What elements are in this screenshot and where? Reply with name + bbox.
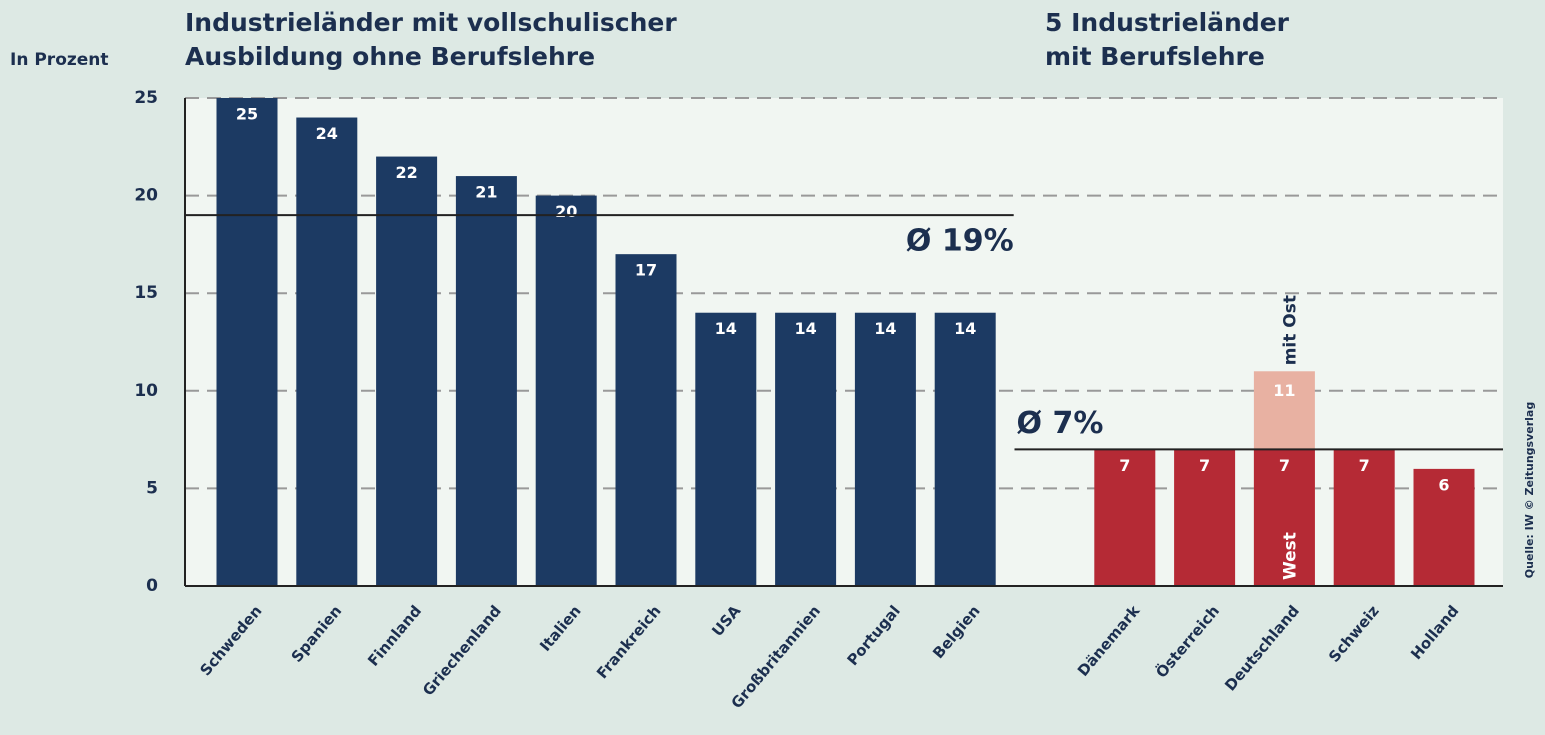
bar bbox=[854, 312, 916, 586]
bar bbox=[455, 176, 517, 586]
title-left-2: Ausbildung ohne Berufslehre bbox=[185, 42, 595, 71]
value-label: 7 bbox=[1359, 456, 1370, 475]
x-tick-label: Portugal bbox=[843, 602, 903, 669]
x-tick-label: Schweden bbox=[196, 602, 265, 679]
source: Quelle: IW © Zeitungsverlag bbox=[1523, 402, 1536, 578]
y-tick-label: 20 bbox=[134, 186, 158, 206]
annotation: West bbox=[1280, 532, 1300, 580]
overlay-value-label: 11 bbox=[1273, 381, 1295, 400]
x-tick-label: Italien bbox=[536, 602, 585, 655]
value-label: 7 bbox=[1199, 456, 1210, 475]
x-tick-label: Holland bbox=[1407, 602, 1462, 663]
value-label: 7 bbox=[1279, 456, 1290, 475]
title-left-1: Industrieländer mit vollschulischer bbox=[185, 8, 677, 37]
x-tick-label: Finnland bbox=[364, 602, 425, 670]
title-right-2: mit Berufslehre bbox=[1045, 42, 1265, 71]
bar bbox=[535, 195, 597, 586]
x-tick-label: Schweiz bbox=[1325, 602, 1383, 666]
value-label: 22 bbox=[395, 163, 417, 182]
x-tick-label: Dänemark bbox=[1074, 601, 1144, 680]
bar bbox=[1253, 449, 1315, 586]
x-tick-label: USA bbox=[708, 602, 744, 640]
value-label: 20 bbox=[555, 202, 577, 221]
y-tick-label: 15 bbox=[134, 283, 158, 303]
value-label: 14 bbox=[715, 319, 737, 338]
bar bbox=[296, 117, 358, 587]
bar bbox=[695, 312, 757, 586]
value-label: 6 bbox=[1438, 475, 1449, 494]
x-tick-label: Spanien bbox=[288, 602, 346, 666]
x-tick-label: Österreich bbox=[1152, 601, 1224, 681]
y-tick-label: 5 bbox=[146, 478, 158, 498]
x-tick-label: Frankreich bbox=[593, 602, 664, 682]
bar bbox=[615, 254, 677, 586]
bar bbox=[1413, 468, 1475, 586]
value-label: 21 bbox=[475, 183, 497, 202]
title-right-1: 5 Industrieländer bbox=[1045, 8, 1290, 37]
value-label: 24 bbox=[316, 124, 338, 143]
value-label: 14 bbox=[794, 319, 816, 338]
value-label: 17 bbox=[635, 261, 657, 280]
value-label: 14 bbox=[874, 319, 896, 338]
value-label: 25 bbox=[236, 105, 258, 124]
y-axis-label: In Prozent bbox=[10, 50, 109, 70]
value-label: 14 bbox=[954, 319, 976, 338]
x-tick-label: Griechenland bbox=[419, 602, 505, 699]
bar bbox=[376, 156, 438, 586]
y-tick-label: 0 bbox=[146, 576, 158, 596]
x-tick-label: Deutschland bbox=[1221, 602, 1303, 695]
bar bbox=[934, 312, 996, 586]
bar bbox=[775, 312, 837, 586]
value-label: 7 bbox=[1119, 456, 1130, 475]
overlay-name: mit Ost bbox=[1280, 295, 1300, 365]
y-tick-label: 10 bbox=[134, 381, 158, 401]
bar bbox=[1333, 449, 1395, 586]
bar bbox=[1094, 449, 1156, 586]
x-tick-label: Belgien bbox=[929, 602, 984, 662]
bar bbox=[1174, 449, 1236, 586]
y-tick-label: 25 bbox=[134, 88, 158, 108]
bar bbox=[216, 98, 278, 586]
reference-label: Ø 19% bbox=[906, 224, 1014, 259]
x-tick-label: Großbritannien bbox=[728, 602, 825, 712]
reference-label: Ø 7% bbox=[1017, 406, 1104, 441]
